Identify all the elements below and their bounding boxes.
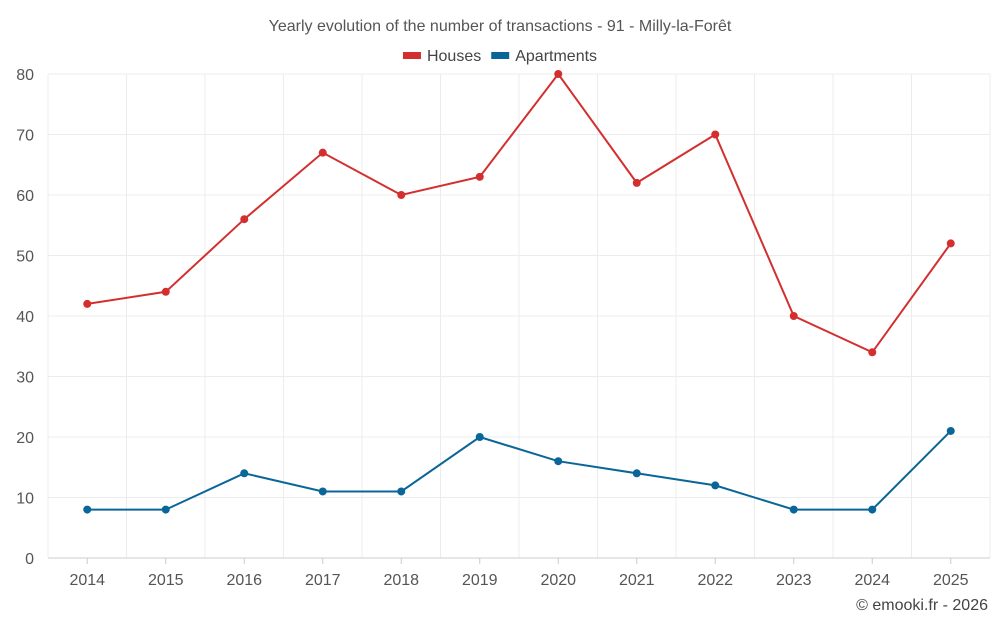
- x-tick-label: 2016: [226, 572, 262, 589]
- x-tick-label: 2025: [933, 572, 969, 589]
- data-point-houses[interactable]: [711, 130, 720, 139]
- data-point-houses[interactable]: [868, 348, 877, 357]
- data-point-houses[interactable]: [632, 178, 641, 187]
- data-point-houses[interactable]: [554, 70, 563, 78]
- x-tick-label: 2017: [305, 572, 341, 589]
- series-group: [83, 70, 955, 514]
- y-tick-label: 60: [16, 188, 34, 205]
- series-line-apartments: [87, 430, 952, 511]
- grid: [47, 73, 991, 559]
- data-point-houses[interactable]: [161, 287, 170, 296]
- data-point-apartments[interactable]: [946, 426, 955, 435]
- y-tick-label: 20: [16, 430, 34, 447]
- data-point-apartments[interactable]: [397, 487, 406, 496]
- data-point-houses[interactable]: [240, 215, 249, 224]
- x-tick-label: 2019: [462, 572, 498, 589]
- y-tick-label: 10: [16, 491, 34, 508]
- data-point-apartments[interactable]: [868, 505, 877, 514]
- legend-swatch: [491, 52, 510, 59]
- chart-title: Yearly evolution of the number of transa…: [269, 18, 732, 35]
- credit-text: © emooki.fr - 2026: [856, 597, 988, 614]
- data-point-apartments[interactable]: [789, 505, 798, 514]
- x-tick-label: 2021: [619, 572, 655, 589]
- y-tick-label: 70: [16, 128, 34, 145]
- x-tick-label: 2022: [697, 572, 733, 589]
- data-point-houses[interactable]: [83, 299, 92, 308]
- x-tick-label: 2018: [383, 572, 419, 589]
- data-point-apartments[interactable]: [475, 433, 484, 441]
- y-tick-label: 40: [16, 309, 34, 326]
- data-point-apartments[interactable]: [240, 469, 249, 478]
- x-tick-label: 2024: [854, 572, 890, 589]
- y-tick-label: 30: [16, 370, 34, 387]
- y-axis: 0 10 20 30 40 50 60 70 80: [16, 67, 34, 568]
- data-point-houses[interactable]: [318, 148, 327, 157]
- y-tick-label: 0: [25, 551, 34, 568]
- x-tick-label: 2023: [776, 572, 812, 589]
- y-tick-label: 50: [16, 249, 34, 266]
- data-point-houses[interactable]: [397, 191, 406, 199]
- data-point-apartments[interactable]: [632, 469, 641, 478]
- legend-swatch: [402, 52, 421, 59]
- x-tick-label: 2014: [69, 572, 105, 589]
- data-point-apartments[interactable]: [161, 505, 170, 514]
- data-point-houses[interactable]: [946, 239, 955, 248]
- legend-label: Houses: [427, 48, 481, 65]
- data-point-apartments[interactable]: [83, 505, 92, 514]
- data-point-houses[interactable]: [789, 312, 798, 320]
- data-point-apartments[interactable]: [554, 457, 563, 466]
- series-line-houses: [87, 72, 952, 354]
- x-tick-label: 2020: [540, 572, 576, 589]
- legend-item-apartments[interactable]: Apartments: [491, 48, 597, 65]
- data-point-houses[interactable]: [475, 172, 484, 181]
- legend: Houses Apartments: [402, 48, 597, 65]
- y-tick-label: 80: [16, 67, 34, 84]
- data-point-apartments[interactable]: [711, 481, 720, 490]
- x-tick-label: 2015: [148, 572, 184, 589]
- data-point-apartments[interactable]: [318, 487, 327, 496]
- legend-label: Apartments: [515, 48, 597, 65]
- legend-item-houses[interactable]: Houses: [402, 48, 481, 65]
- x-axis: 2014 2015 2016 2017 2018 2019 2020 2021 2022 2023…: [69, 558, 969, 589]
